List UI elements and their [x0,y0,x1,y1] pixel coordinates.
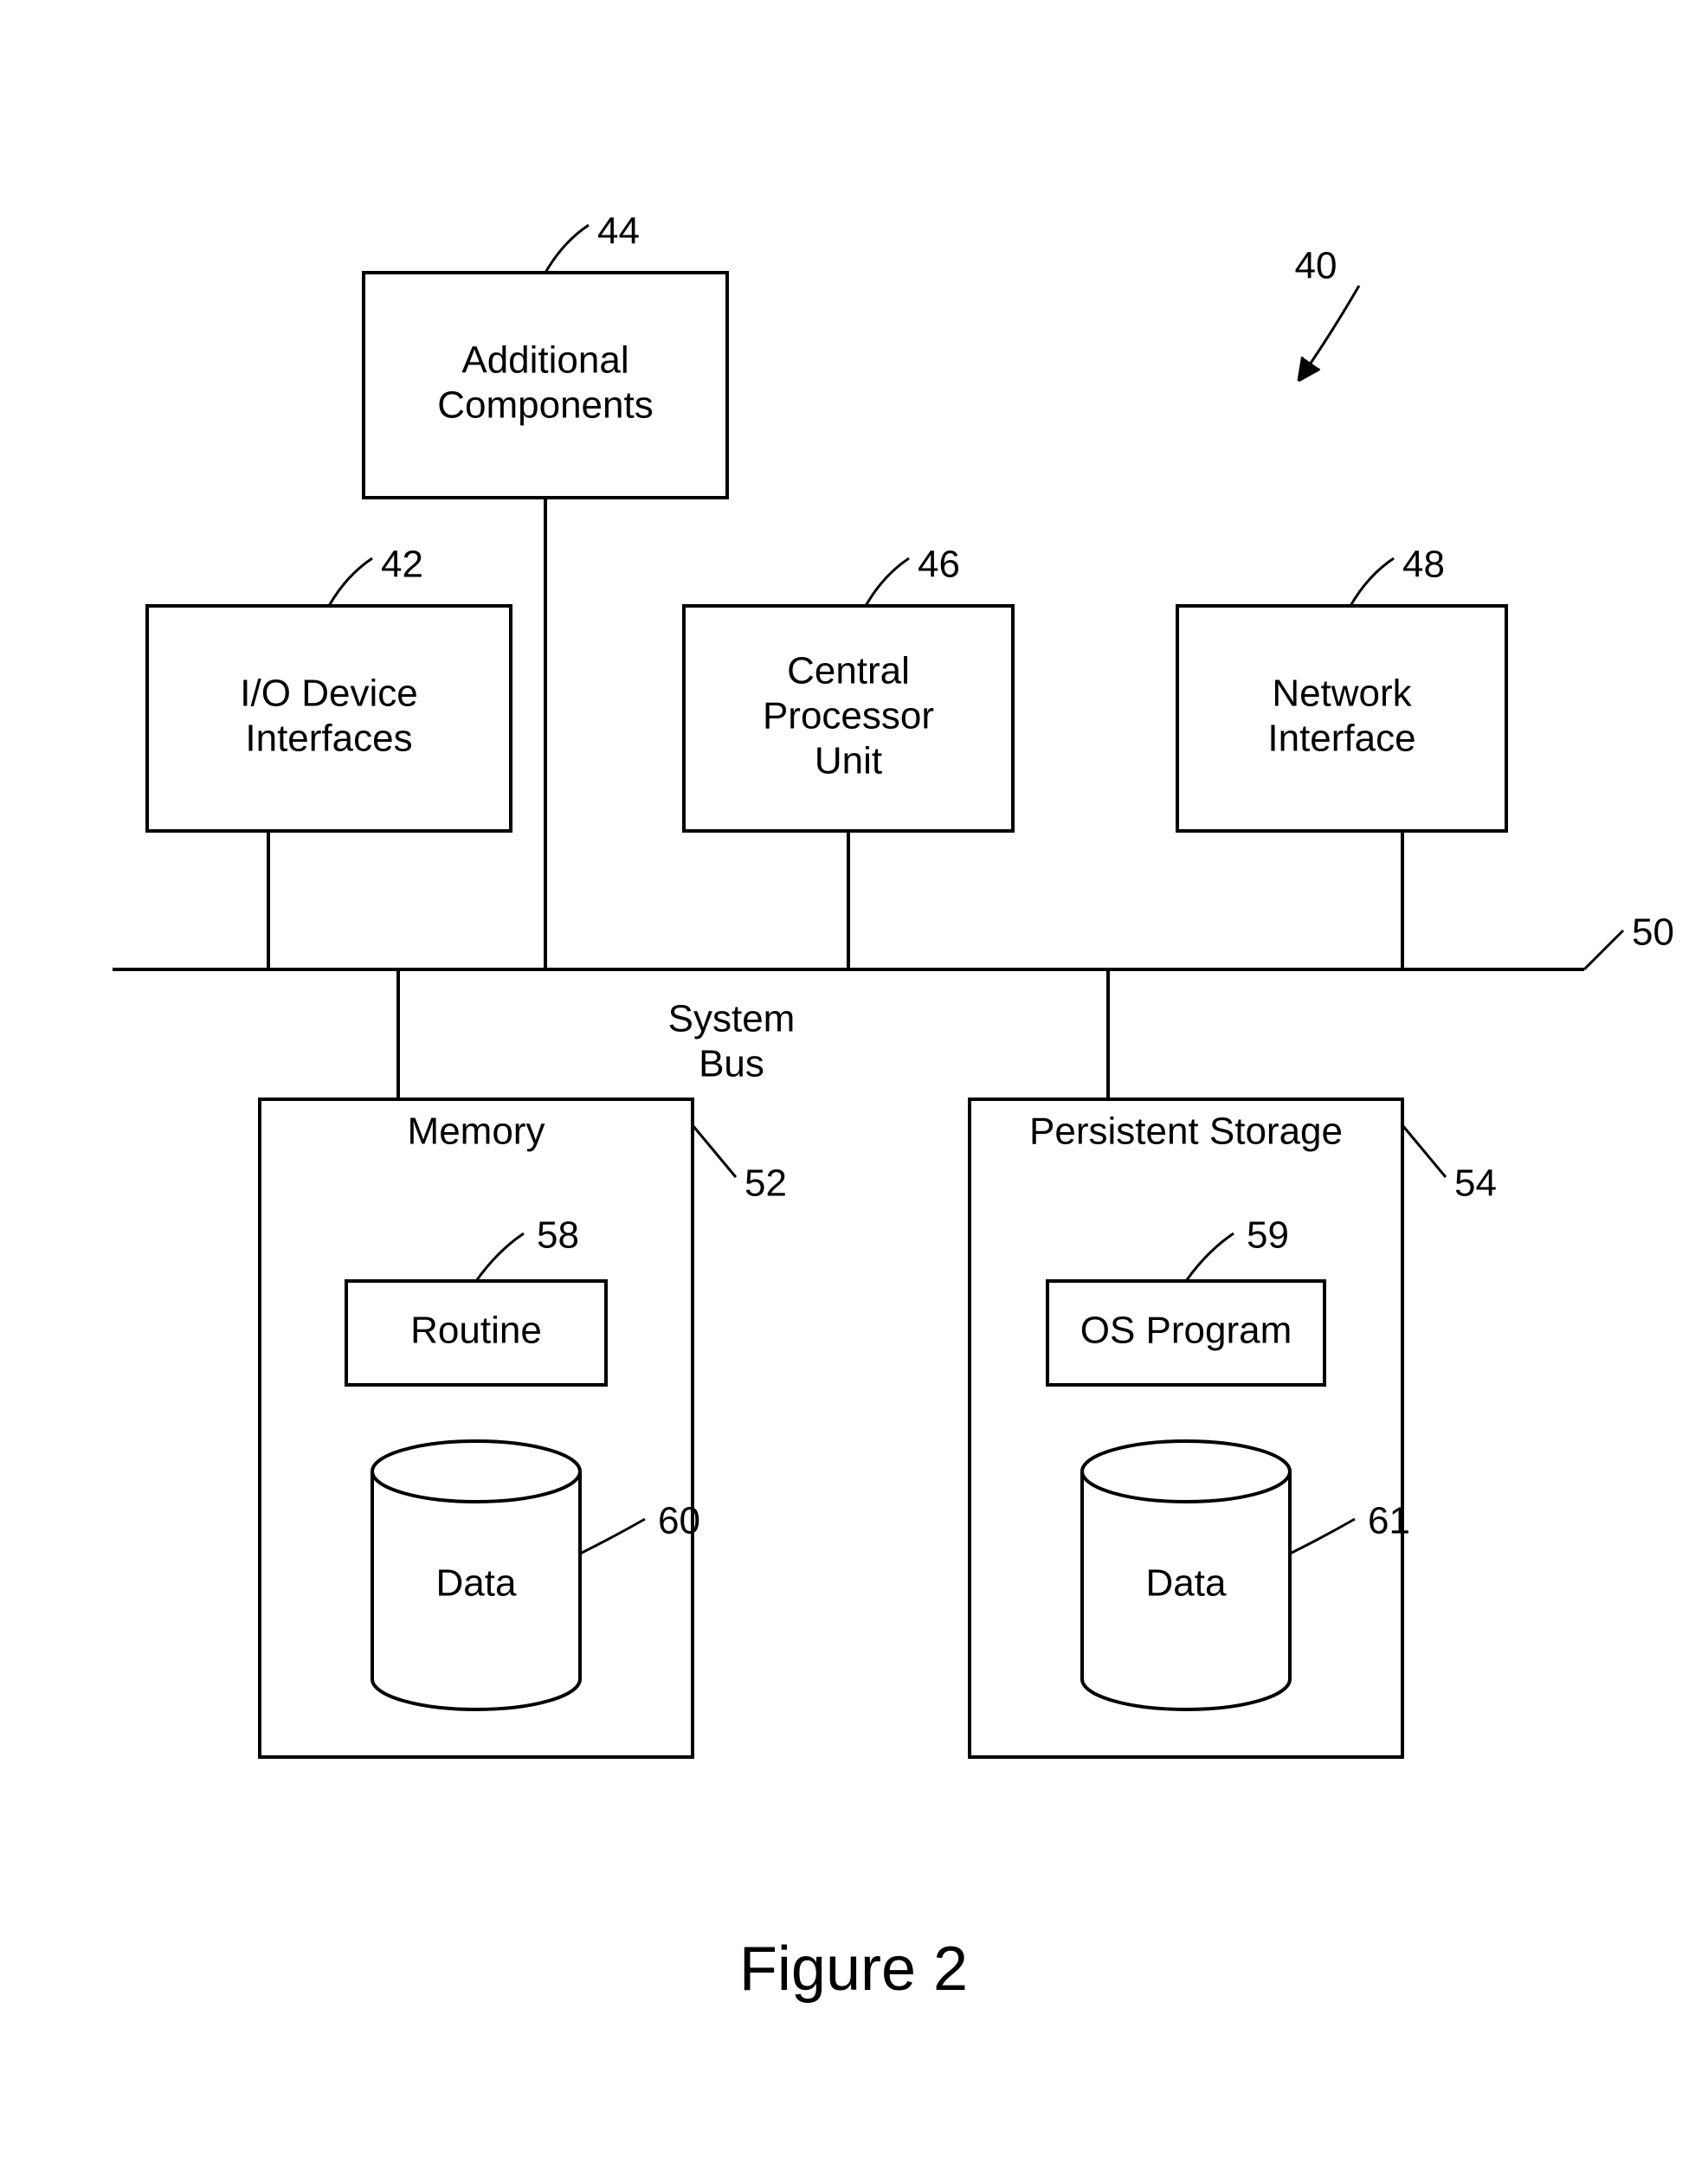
persistent-storage-cylinder-ref-num: 61 [1368,1500,1410,1542]
io-device-interfaces-ref-leader [329,558,372,606]
additional-components-label-0: Additional [461,339,628,382]
additional-components-ref-num: 44 [597,210,640,253]
persistent-storage-cylinder-ref-leader [1290,1519,1355,1554]
memory-inner-label: Routine [410,1310,542,1352]
persistent-storage-inner-label: OS Program [1080,1310,1292,1352]
persistent-storage-title: Persistent Storage [1029,1110,1343,1153]
central-processor-unit-label-0: Central [787,650,910,692]
persistent-storage-box [970,1099,1402,1757]
network-interface-label-1: Interface [1267,718,1415,760]
persistent-storage-inner-ref-leader [1186,1233,1234,1281]
memory-box [260,1099,693,1757]
memory-cylinder-ref-leader [580,1519,645,1554]
memory-inner-ref-num: 58 [537,1214,579,1257]
figure-caption: Figure 2 [739,1934,968,2004]
io-device-interfaces-ref-num: 42 [381,544,423,586]
memory-ref-leader [693,1125,736,1177]
network-interface-ref-num: 48 [1402,544,1445,586]
central-processor-unit-ref-leader [866,558,909,606]
additional-components-label-1: Components [437,384,653,427]
additional-components-ref-leader [545,225,589,273]
network-interface-ref-leader [1350,558,1394,606]
central-processor-unit-label-1: Processor [763,695,934,737]
memory-ref-num: 52 [744,1162,787,1205]
io-device-interfaces-label-1: Interfaces [245,718,412,760]
bus-ref-num: 50 [1632,911,1674,954]
central-processor-unit-ref-num: 46 [918,544,960,586]
persistent-storage-ref-leader [1402,1125,1446,1177]
central-processor-unit-label-2: Unit [815,740,882,782]
memory-title: Memory [408,1110,545,1153]
memory-cylinder-top [372,1441,580,1502]
figure-ref-num: 40 [1295,245,1337,287]
system-bus-label-1: System [668,998,796,1040]
persistent-storage-cylinder-bottom [1082,1679,1290,1709]
bus-ref-leader [1584,930,1623,969]
network-interface-label-0: Network [1272,673,1412,715]
persistent-storage-inner-ref-num: 59 [1247,1214,1289,1257]
memory-inner-ref-leader [476,1233,524,1281]
persistent-storage-cylinder-label: Data [1146,1562,1227,1605]
persistent-storage-cylinder-top [1082,1441,1290,1502]
memory-cylinder-label: Data [436,1562,517,1605]
system-bus-label-2: Bus [699,1043,764,1085]
persistent-storage-ref-num: 54 [1454,1162,1497,1205]
memory-cylinder-ref-num: 60 [658,1500,700,1542]
io-device-interfaces-label-0: I/O Device [240,673,417,715]
memory-cylinder-bottom [372,1679,580,1709]
